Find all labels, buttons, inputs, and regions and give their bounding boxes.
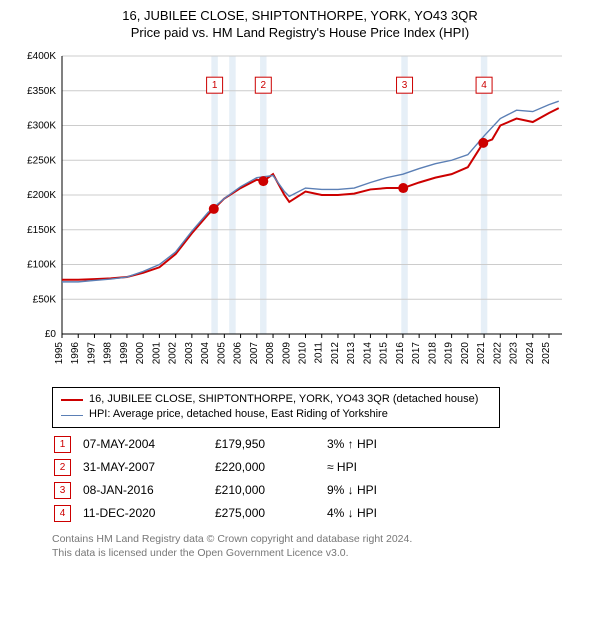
sale-dot xyxy=(258,176,268,186)
x-tick-label: 2006 xyxy=(233,342,244,365)
sales-row: 3 08-JAN-2016£210,0009% ↓ HPI xyxy=(54,480,387,501)
legend-label: 16, JUBILEE CLOSE, SHIPTONTHORPE, YORK, … xyxy=(89,392,478,407)
x-tick-label: 2025 xyxy=(541,342,552,365)
x-tick-label: 2009 xyxy=(281,342,292,365)
legend: 16, JUBILEE CLOSE, SHIPTONTHORPE, YORK, … xyxy=(52,387,500,428)
sales-table: 1 07-MAY-2004£179,9503% ↑ HPI 2 31-MAY-2007… xyxy=(52,432,389,526)
sale-callout-number: 3 xyxy=(402,80,408,91)
x-tick-label: 1997 xyxy=(86,342,97,365)
chart-svg: £0 £50K £100K £150K £200K £250K £300K £350K £400… xyxy=(10,46,570,376)
chart: £0 £50K £100K £150K £200K £250K £300K £350K £400… xyxy=(10,46,590,381)
x-tick-label: 2015 xyxy=(379,342,390,365)
legend-label: HPI: Average price, detached house, East… xyxy=(89,407,388,422)
x-tick-label: 1996 xyxy=(70,342,81,365)
sale-price: £210,000 xyxy=(215,480,325,501)
sale-callout-number: 1 xyxy=(212,80,218,91)
x-tick-label: 2017 xyxy=(411,342,422,365)
x-tick-label: 2008 xyxy=(265,342,276,365)
x-tick-label: 2007 xyxy=(249,342,260,365)
x-tick-label: 2002 xyxy=(168,342,179,365)
legend-swatch xyxy=(61,415,83,416)
y-tick-label: £400K xyxy=(27,51,56,62)
x-tick-label: 2004 xyxy=(200,342,211,365)
x-tick-label: 1998 xyxy=(103,342,114,365)
x-tick-label: 2012 xyxy=(330,342,341,365)
title-main: 16, JUBILEE CLOSE, SHIPTONTHORPE, YORK, … xyxy=(10,8,590,23)
footer-line-2: This data is licensed under the Open Gov… xyxy=(52,546,590,560)
y-tick-label: £200K xyxy=(27,190,56,201)
x-tick-label: 1999 xyxy=(119,342,130,365)
x-tick-label: 2022 xyxy=(492,342,503,365)
sale-date: 31-MAY-2007 xyxy=(83,457,213,478)
x-tick-label: 1995 xyxy=(54,342,65,365)
legend-swatch xyxy=(61,399,83,401)
x-tick-label: 2001 xyxy=(151,342,162,365)
sale-relation: 9% ↓ HPI xyxy=(327,480,387,501)
x-tick-label: 2010 xyxy=(298,342,309,365)
x-tick-label: 2003 xyxy=(184,342,195,365)
title-sub: Price paid vs. HM Land Registry's House … xyxy=(10,25,590,40)
y-tick-label: £250K xyxy=(27,155,56,166)
x-tick-label: 2024 xyxy=(525,342,536,365)
y-tick-label: £0 xyxy=(45,329,57,340)
sale-price: £275,000 xyxy=(215,503,325,524)
footer-line-1: Contains HM Land Registry data © Crown c… xyxy=(52,532,590,546)
sale-marker-box: 3 xyxy=(54,482,71,499)
x-tick-label: 2014 xyxy=(362,342,373,365)
x-tick-label: 2013 xyxy=(346,342,357,365)
y-tick-label: £100K xyxy=(27,260,56,271)
sales-row: 2 31-MAY-2007£220,000≈ HPI xyxy=(54,457,387,478)
x-tick-label: 2000 xyxy=(135,342,146,365)
x-tick-label: 2011 xyxy=(314,342,325,364)
x-tick-label: 2019 xyxy=(444,342,455,365)
sale-price: £179,950 xyxy=(215,434,325,455)
y-tick-label: £300K xyxy=(27,121,56,132)
sale-relation: 3% ↑ HPI xyxy=(327,434,387,455)
legend-row: 16, JUBILEE CLOSE, SHIPTONTHORPE, YORK, … xyxy=(61,392,491,407)
sale-date: 11-DEC-2020 xyxy=(83,503,213,524)
x-tick-label: 2023 xyxy=(509,342,520,365)
sales-row: 4 11-DEC-2020£275,0004% ↓ HPI xyxy=(54,503,387,524)
sale-relation: ≈ HPI xyxy=(327,457,387,478)
x-tick-label: 2021 xyxy=(476,342,487,365)
sale-dot xyxy=(478,138,488,148)
legend-row: HPI: Average price, detached house, East… xyxy=(61,407,491,422)
sale-dot xyxy=(209,204,219,214)
sales-row: 1 07-MAY-2004£179,9503% ↑ HPI xyxy=(54,434,387,455)
sale-dot xyxy=(398,183,408,193)
sale-marker-box: 2 xyxy=(54,459,71,476)
sale-marker-box: 1 xyxy=(54,436,71,453)
sale-date: 08-JAN-2016 xyxy=(83,480,213,501)
y-tick-label: £350K xyxy=(27,86,56,97)
x-tick-label: 2005 xyxy=(216,342,227,365)
x-tick-label: 2016 xyxy=(395,342,406,365)
x-tick-label: 2020 xyxy=(460,342,471,365)
sale-relation: 4% ↓ HPI xyxy=(327,503,387,524)
y-tick-label: £150K xyxy=(27,225,56,236)
chart-container: 16, JUBILEE CLOSE, SHIPTONTHORPE, YORK, … xyxy=(0,0,600,568)
title-block: 16, JUBILEE CLOSE, SHIPTONTHORPE, YORK, … xyxy=(10,8,590,40)
sale-price: £220,000 xyxy=(215,457,325,478)
y-tick-label: £50K xyxy=(33,294,57,305)
sale-date: 07-MAY-2004 xyxy=(83,434,213,455)
sale-marker-box: 4 xyxy=(54,505,71,522)
sale-callout-number: 4 xyxy=(481,80,487,91)
footer: Contains HM Land Registry data © Crown c… xyxy=(52,532,590,560)
sale-callout-number: 2 xyxy=(261,80,267,91)
x-tick-label: 2018 xyxy=(427,342,438,365)
